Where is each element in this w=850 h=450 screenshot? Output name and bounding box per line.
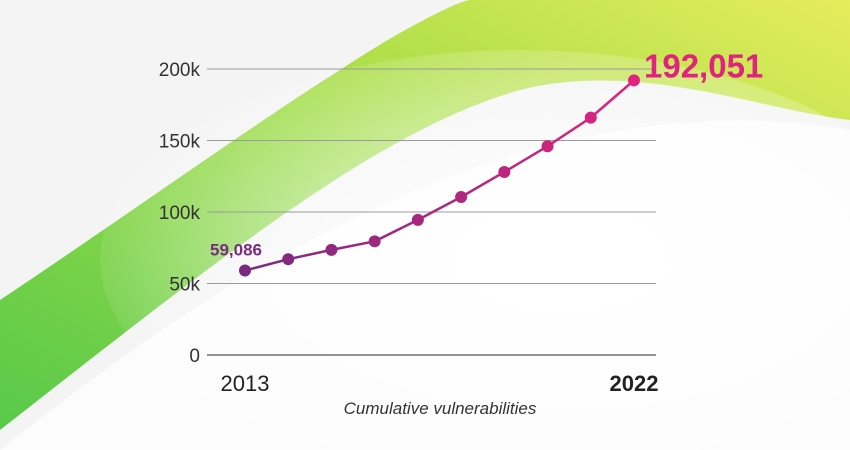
data-point <box>628 74 640 87</box>
data-point <box>239 264 251 277</box>
data-point <box>455 190 468 203</box>
x-tick-start: 2013 <box>221 371 270 396</box>
data-point <box>541 140 554 153</box>
data-point <box>368 235 381 248</box>
data-point <box>584 111 597 124</box>
data-point <box>282 253 295 266</box>
y-tick-label: 0 <box>189 346 200 367</box>
y-tick-label: 50k <box>169 275 200 296</box>
x-axis-caption: Cumulative vulnerabilities <box>344 399 537 418</box>
y-tick-label: 150k <box>159 132 201 153</box>
y-tick-label: 200k <box>159 60 201 81</box>
series-polyline <box>244 79 635 272</box>
data-point <box>411 213 424 226</box>
data-point <box>498 165 511 178</box>
start-value-label: 59,086 <box>210 241 262 260</box>
end-value-label: 192,051 <box>644 47 763 84</box>
data-points <box>239 74 640 277</box>
y-axis-ticks: 0 50k 100k 150k 200k <box>159 60 201 367</box>
data-point <box>325 243 338 256</box>
white-wave <box>0 120 850 450</box>
y-tick-label: 100k <box>159 203 201 224</box>
series-line <box>244 79 635 272</box>
x-tick-end: 2022 <box>610 371 659 396</box>
